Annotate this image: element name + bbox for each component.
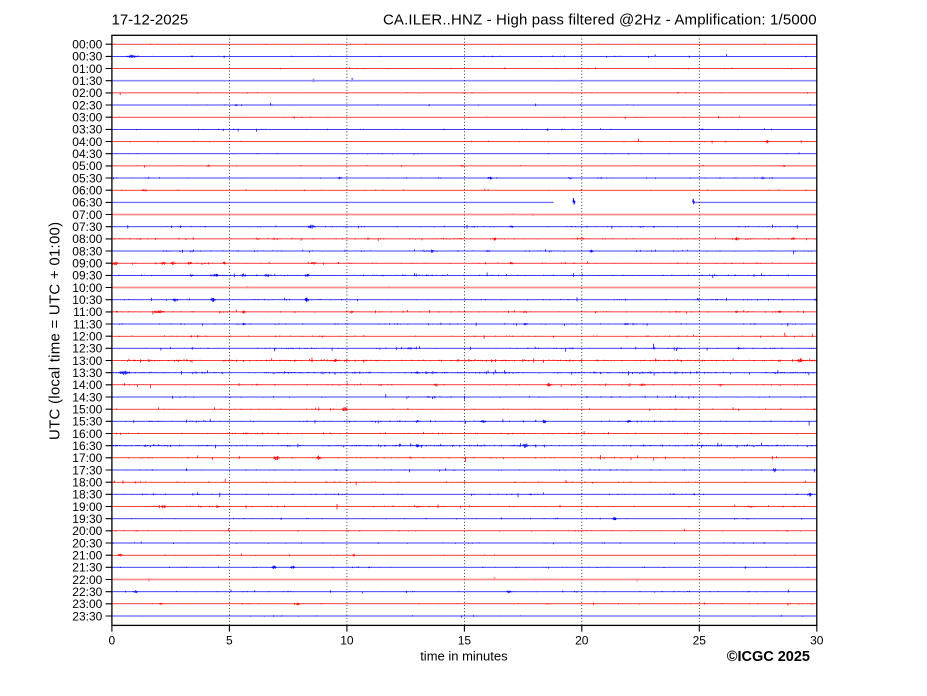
svg-text:21:30: 21:30 <box>72 561 102 575</box>
svg-text:08:30: 08:30 <box>72 244 102 258</box>
svg-text:CA.ILER..HNZ - High pass filte: CA.ILER..HNZ - High pass filtered @2Hz -… <box>383 11 817 28</box>
svg-text:05:30: 05:30 <box>72 171 102 185</box>
svg-text:08:00: 08:00 <box>72 232 102 246</box>
svg-text:30: 30 <box>810 634 824 648</box>
svg-text:15:30: 15:30 <box>72 415 102 429</box>
svg-text:22:30: 22:30 <box>72 585 102 599</box>
svg-text:5: 5 <box>226 634 233 648</box>
svg-text:07:30: 07:30 <box>72 220 102 234</box>
svg-text:01:30: 01:30 <box>72 74 102 88</box>
svg-text:13:00: 13:00 <box>72 354 102 368</box>
svg-text:17:00: 17:00 <box>72 451 102 465</box>
svg-text:23:30: 23:30 <box>72 609 102 623</box>
svg-text:02:30: 02:30 <box>72 98 102 112</box>
svg-text:11:30: 11:30 <box>73 317 102 331</box>
svg-text:12:00: 12:00 <box>72 330 102 344</box>
svg-text:22:00: 22:00 <box>72 573 102 587</box>
svg-text:05:00: 05:00 <box>72 159 102 173</box>
svg-text:10: 10 <box>340 634 354 648</box>
svg-text:14:30: 14:30 <box>72 390 102 404</box>
svg-text:07:00: 07:00 <box>72 208 102 222</box>
svg-text:09:30: 09:30 <box>72 269 102 283</box>
svg-text:©ICGC 2025: ©ICGC 2025 <box>727 649 810 665</box>
svg-text:06:00: 06:00 <box>72 184 102 198</box>
svg-text:17-12-2025: 17-12-2025 <box>112 11 189 28</box>
svg-text:16:30: 16:30 <box>72 439 102 453</box>
svg-text:18:00: 18:00 <box>72 476 102 490</box>
svg-text:02:00: 02:00 <box>72 86 102 100</box>
svg-text:time in minutes: time in minutes <box>420 649 508 664</box>
svg-text:13:30: 13:30 <box>72 366 102 380</box>
svg-text:04:00: 04:00 <box>72 135 102 149</box>
svg-text:11:00: 11:00 <box>73 305 102 319</box>
svg-text:10:00: 10:00 <box>72 281 102 295</box>
svg-text:03:00: 03:00 <box>72 111 102 125</box>
svg-text:06:30: 06:30 <box>72 196 102 210</box>
svg-text:18:30: 18:30 <box>72 488 102 502</box>
svg-text:12:30: 12:30 <box>72 342 102 356</box>
svg-text:01:00: 01:00 <box>72 62 102 76</box>
svg-text:00:30: 00:30 <box>72 50 102 64</box>
svg-text:00:00: 00:00 <box>72 38 102 52</box>
svg-text:04:30: 04:30 <box>72 147 102 161</box>
svg-text:14:00: 14:00 <box>72 378 102 392</box>
svg-text:19:30: 19:30 <box>72 512 102 526</box>
svg-text:15:00: 15:00 <box>72 403 102 417</box>
svg-text:20: 20 <box>575 634 589 648</box>
svg-text:10:30: 10:30 <box>72 293 102 307</box>
svg-text:19:00: 19:00 <box>72 500 102 514</box>
svg-text:UTC (local time = UTC + 01:00): UTC (local time = UTC + 01:00) <box>47 222 64 440</box>
svg-text:25: 25 <box>693 634 707 648</box>
svg-text:03:30: 03:30 <box>72 123 102 137</box>
svg-text:23:00: 23:00 <box>72 597 102 611</box>
svg-text:20:00: 20:00 <box>72 524 102 538</box>
svg-text:20:30: 20:30 <box>72 536 102 550</box>
svg-text:0: 0 <box>109 634 116 648</box>
svg-text:17:30: 17:30 <box>72 463 102 477</box>
svg-text:09:00: 09:00 <box>72 257 102 271</box>
svg-text:21:00: 21:00 <box>72 549 102 563</box>
svg-text:15: 15 <box>458 634 472 648</box>
svg-text:16:00: 16:00 <box>72 427 102 441</box>
